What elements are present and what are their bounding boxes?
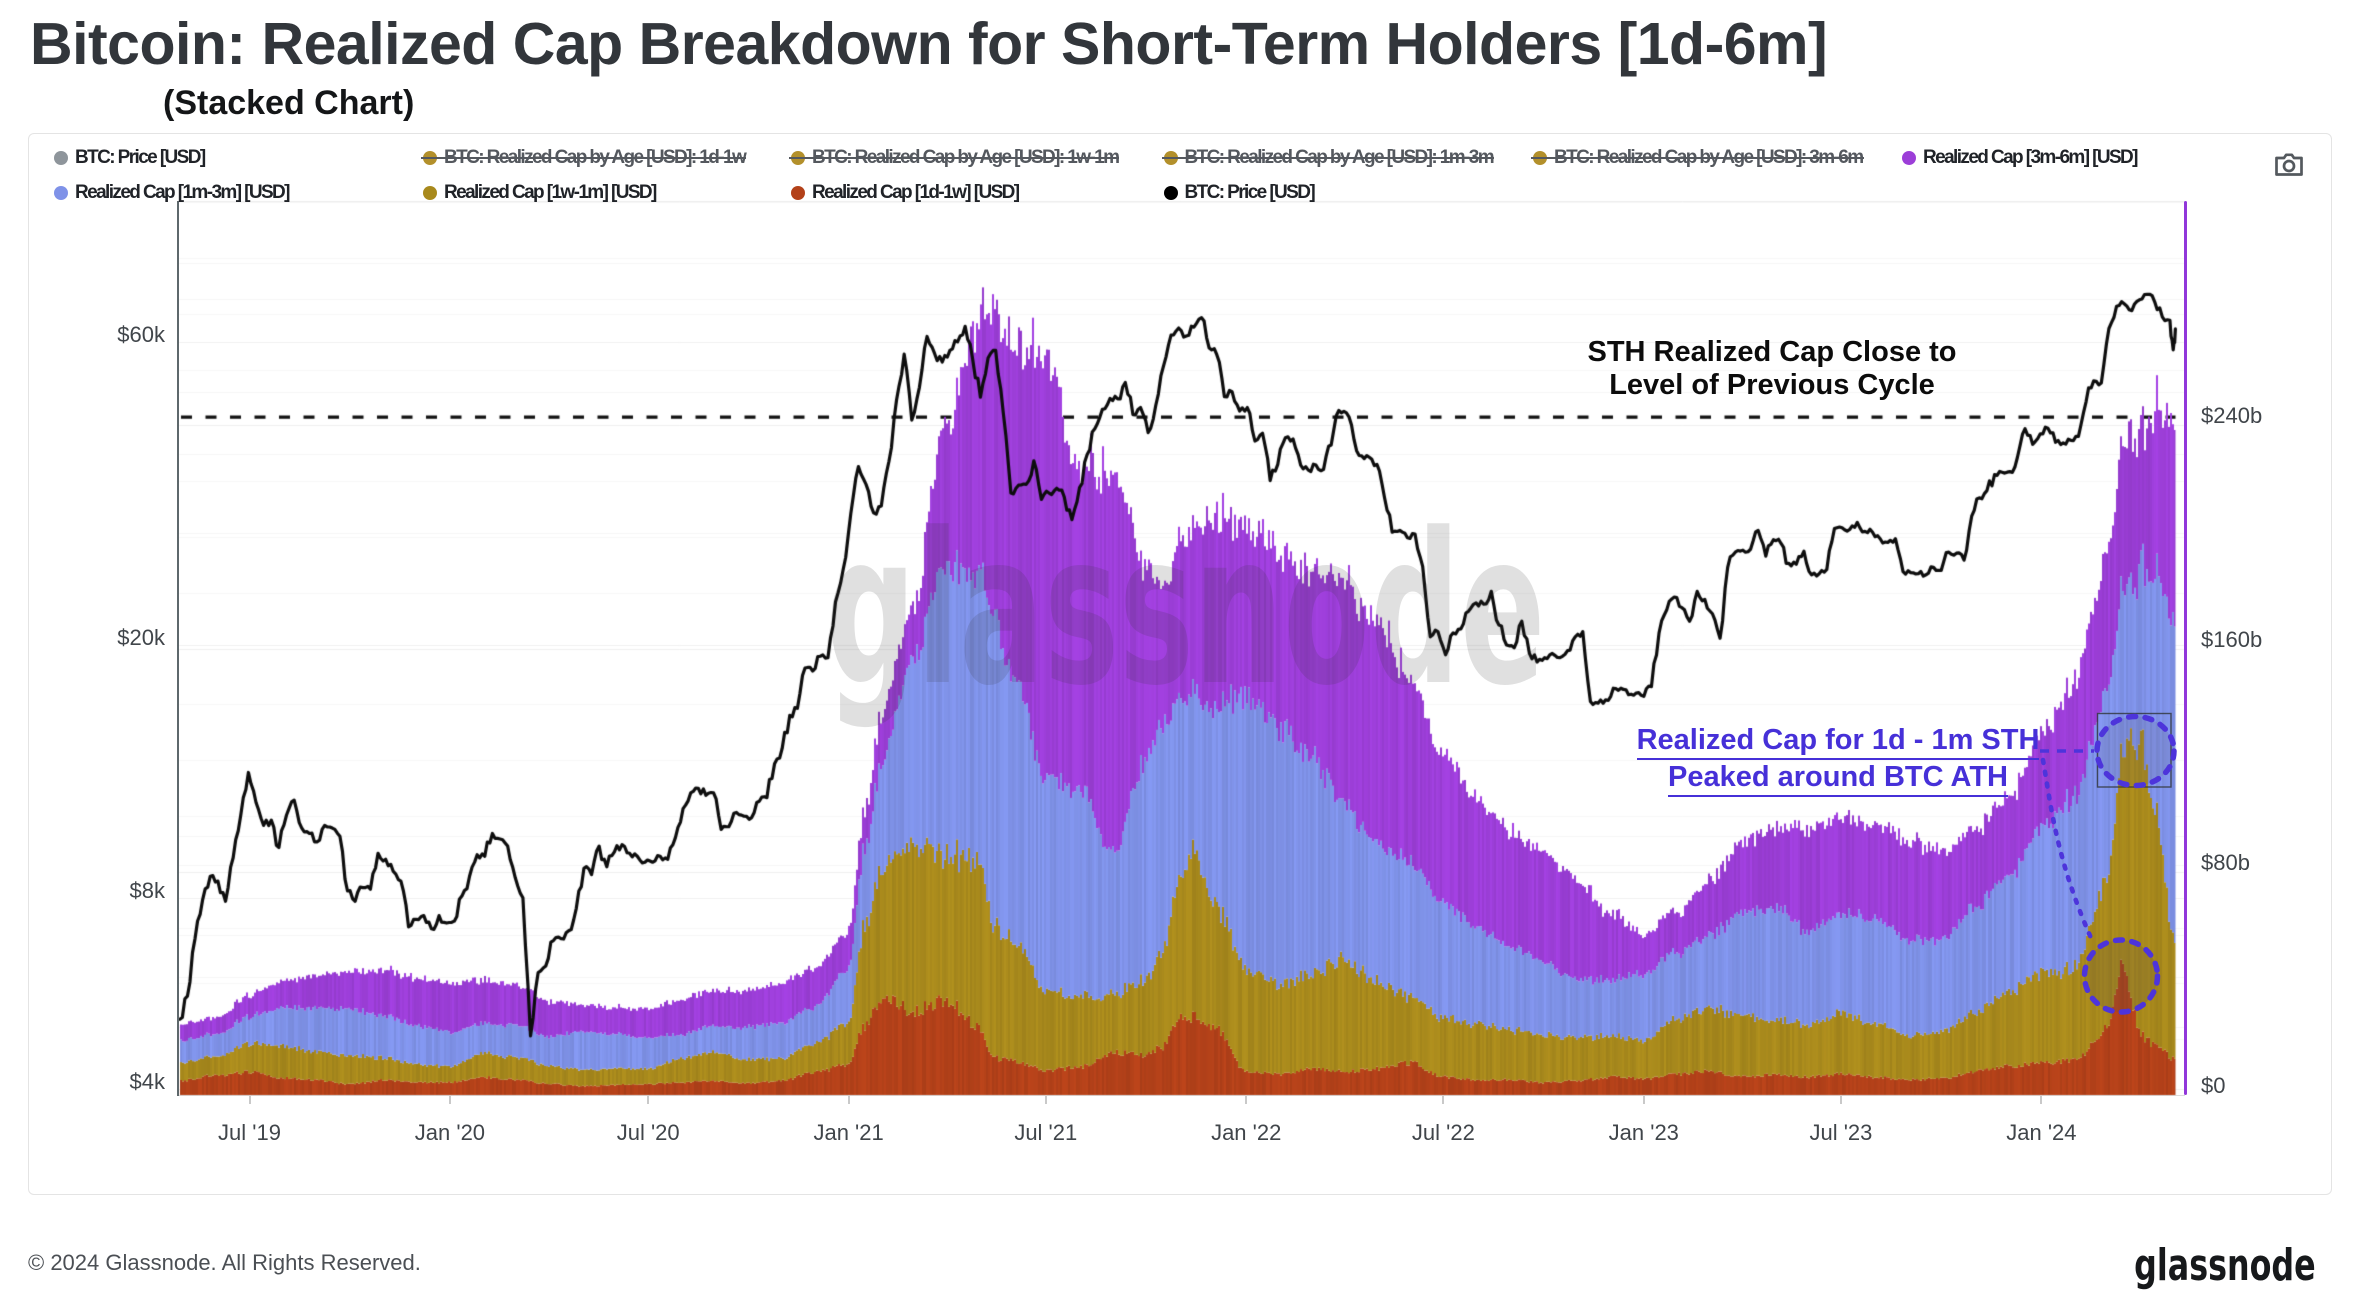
x-axis-tick: [448, 1096, 451, 1104]
x-axis-label-jan-22: Jan '22: [1211, 1120, 1282, 1145]
legend-label: Realized Cap [1m-3m] [USD]: [75, 182, 290, 203]
x-axis-tick: [847, 1096, 850, 1104]
legend-swatch-dot: [54, 151, 68, 165]
legend-label: Realized Cap [1w-1m] [USD]: [444, 182, 657, 203]
legend-label: BTC: Realized Cap by Age [USD]: 1d-1w: [444, 147, 747, 168]
x-axis-tick: [647, 1096, 650, 1104]
legend-label: Realized Cap [1d-1w] [USD]: [812, 182, 1020, 203]
legend-item-btc-realized-cap-by-age-usd-1w-1m-disabled[interactable]: BTC: Realized Cap by Age [USD]: 1w-1m: [788, 146, 1120, 170]
legend-label: BTC: Price [USD]: [1184, 182, 1316, 203]
y-axis-right-label-80b: $80b: [2201, 849, 2250, 875]
latest-value-indicator-line: [2183, 201, 2188, 1095]
legend-item-btc-realized-cap-by-age-usd-1d-1w-disabled[interactable]: BTC: Realized Cap by Age [USD]: 1d-1w: [420, 146, 747, 170]
camera-lens: [2282, 159, 2296, 172]
legend-item-realized-cap-1m-3m-usd[interactable]: Realized Cap [1m-3m] [USD]: [54, 181, 290, 205]
legend-item-btc-price-usd[interactable]: BTC: Price [USD]: [1163, 181, 1316, 205]
camera-button[interactable]: [2270, 150, 2308, 182]
x-axis-label-jan-21: Jan '21: [813, 1120, 884, 1145]
legend-swatch-dot: [54, 186, 68, 200]
legend-label: Realized Cap [3m-6m] [USD]: [1923, 147, 2138, 168]
y-axis-left-label-8k: $8k: [129, 877, 165, 903]
legend-swatch-dot: [1163, 151, 1178, 165]
x-axis-tick: [2040, 1096, 2043, 1104]
x-axis-tick: [1442, 1096, 1445, 1104]
x-axis-label-jul-19: Jul '19: [218, 1120, 281, 1145]
glassnode-logo: glassnode: [2134, 1241, 2316, 1291]
annotation-sth-peak-line2: Peaked around BTC ATH: [1668, 761, 2008, 797]
x-axis-tick: [1044, 1096, 1047, 1104]
y-axis-left-label-20k: $20k: [117, 625, 165, 650]
x-axis-label-jan-20: Jan '20: [414, 1120, 486, 1145]
x-axis-tick: [1245, 1096, 1248, 1104]
annotation-previous-cycle-line2: Level of Previous Cycle: [1609, 369, 1935, 401]
annotation-previous-cycle: STH Realized Cap Close to Level of Previ…: [1572, 336, 1972, 402]
legend-label: BTC: Realized Cap by Age [USD]: 1m-3m: [1184, 147, 1495, 168]
x-axis-label-jan-23: Jan '23: [1608, 1120, 1679, 1145]
legend-item-btc-realized-cap-by-age-usd-3m-6m-disabled[interactable]: BTC: Realized Cap by Age [USD]: 3m-6m: [1531, 146, 1864, 170]
legend-swatch-dot: [423, 186, 437, 200]
x-axis-label-jul-20: Jul '20: [616, 1120, 680, 1145]
camera-icon: [2275, 152, 2303, 176]
y-axis-right-label-240b: $240b: [2201, 403, 2263, 429]
copyright-text: © 2024 Glassnode. All Rights Reserved.: [28, 1250, 421, 1275]
annotation-sth-peak-line1: Realized Cap for 1d - 1m STH: [1636, 724, 2040, 760]
y-axis-left-label-4k: $4k: [129, 1069, 165, 1094]
legend-item-realized-cap-1w-1m-usd[interactable]: Realized Cap [1w-1m] [USD]: [423, 181, 657, 205]
legend-swatch-dot: [1163, 186, 1178, 200]
legend-item-realized-cap-1d-1w-usd[interactable]: Realized Cap [1d-1w] [USD]: [791, 181, 1020, 205]
legend-swatch-dot: [1902, 151, 1916, 165]
x-axis-label-jul-23: Jul '23: [1809, 1120, 1873, 1145]
annotation-previous-cycle-line1: STH Realized Cap Close to: [1587, 336, 1957, 368]
x-axis-label-jul-22: Jul '22: [1411, 1120, 1475, 1145]
x-axis-label-jul-21: Jul '21: [1014, 1120, 1078, 1145]
annotation-sth-peak: Realized Cap for 1d - 1m STH Peaked arou…: [1628, 722, 2048, 797]
x-axis-tick: [248, 1096, 251, 1104]
x-axis-tick: [1839, 1096, 1842, 1104]
left-axis-line: [176, 200, 180, 1096]
legend-swatch-dot: [791, 186, 805, 200]
x-axis-label-jan-24: Jan '24: [2006, 1120, 2077, 1145]
x-axis-tick: [1642, 1096, 1645, 1104]
legend-item-realized-cap-3m-6m-usd[interactable]: Realized Cap [3m-6m] [USD]: [1902, 146, 2138, 170]
legend-label: BTC: Realized Cap by Age [USD]: 3m-6m: [1554, 147, 1864, 168]
legend-item-btc-price-usd[interactable]: BTC: Price [USD]: [54, 146, 206, 170]
legend-label: BTC: Price [USD]: [75, 147, 206, 168]
y-axis-left-label-60k: $60k: [117, 321, 165, 347]
camera-body: [2275, 152, 2303, 176]
legend-label: BTC: Realized Cap by Age [USD]: 1w-1m: [812, 147, 1120, 168]
legend-swatch-dot: [791, 151, 805, 165]
legend-item-btc-realized-cap-by-age-usd-1m-3m-disabled[interactable]: BTC: Realized Cap by Age [USD]: 1m-3m: [1161, 146, 1495, 170]
y-axis-right-label-0: $0: [2201, 1073, 2226, 1098]
y-axis-right-label-160b: $160b: [2201, 626, 2263, 652]
legend-swatch-dot: [423, 151, 437, 165]
legend-swatch-dot: [1533, 151, 1547, 165]
